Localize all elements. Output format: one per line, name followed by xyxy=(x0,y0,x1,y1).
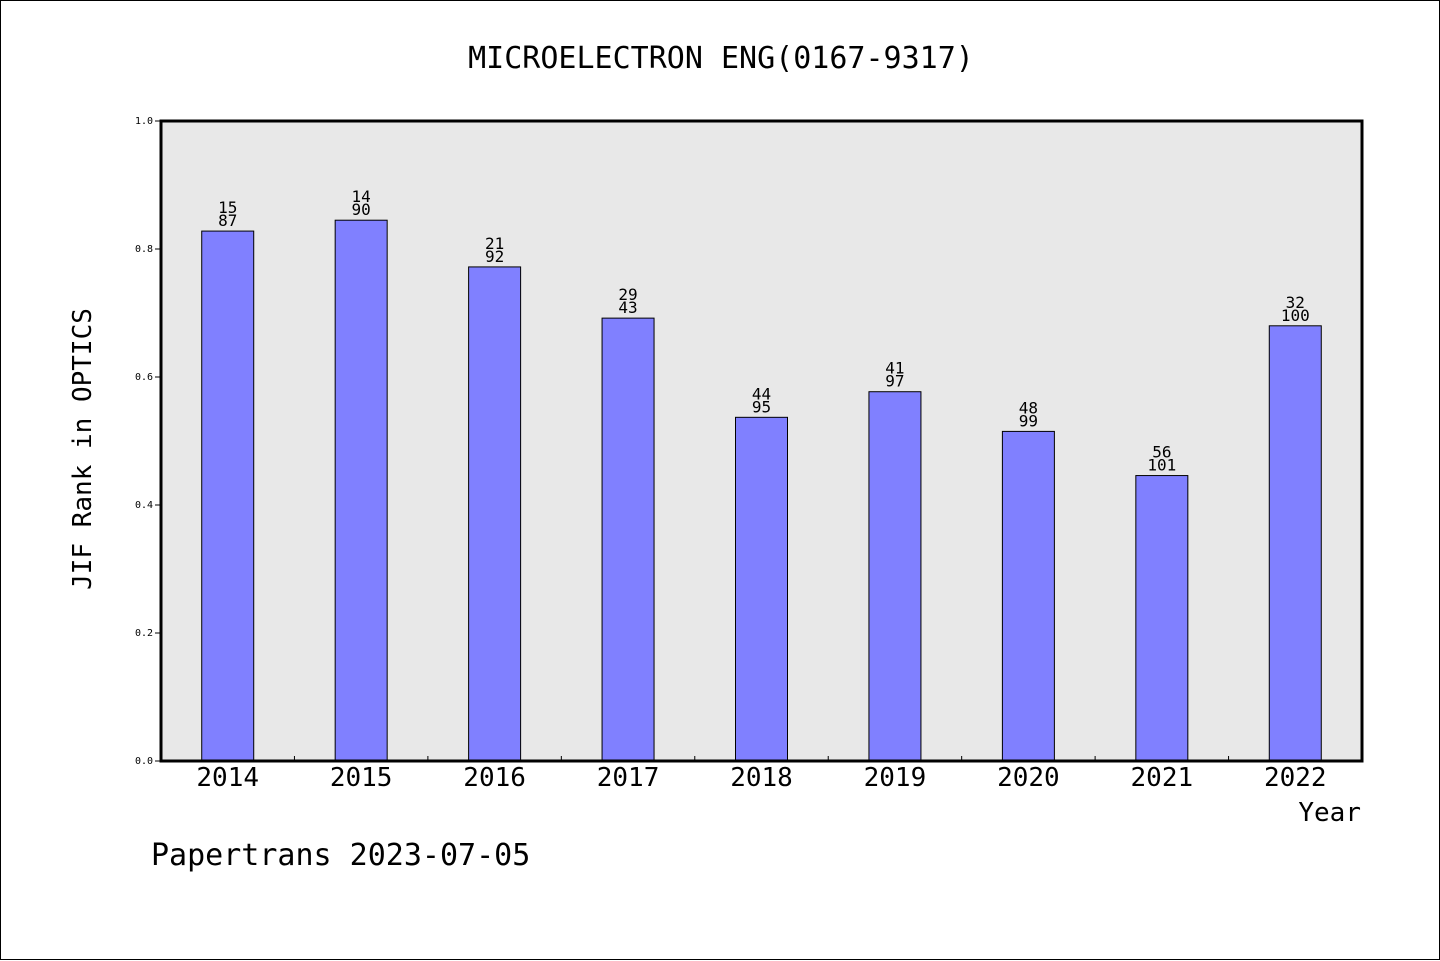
y-axis-ticks: 0.0 0.2 0.4 0.6 0.8 1.0 xyxy=(135,116,161,767)
bar-2020 xyxy=(1001,430,1055,762)
x-tick-label: 2020 xyxy=(997,763,1060,793)
bar-2021 xyxy=(1135,475,1189,762)
bar-total-label: 90 xyxy=(352,200,371,219)
y-tick-label: 1.0 xyxy=(135,116,153,127)
chart-title: MICROELECTRON ENG(0167-9317) xyxy=(468,41,974,76)
y-tick-label: 0.4 xyxy=(135,500,153,511)
bar-rank-label: 44 xyxy=(752,384,771,403)
y-axis-title: JIF Rank in OPTICS xyxy=(68,308,98,590)
bar-2015 xyxy=(334,219,388,762)
x-tick-label: 2018 xyxy=(730,763,793,793)
x-tick-label: 2016 xyxy=(463,763,526,793)
bar-2016 xyxy=(468,266,522,762)
bar-total-label: 97 xyxy=(885,372,904,391)
bar-rank-label: 15 xyxy=(218,198,237,217)
plot-border xyxy=(159,119,1364,763)
x-tick-label: 2014 xyxy=(196,763,259,793)
bar-2017 xyxy=(601,317,655,762)
y-tick-label: 0.0 xyxy=(135,756,153,767)
bar-rank-label: 32 xyxy=(1286,293,1305,312)
x-tick-label: 2022 xyxy=(1264,763,1327,793)
y-tick-label: 0.6 xyxy=(135,372,153,383)
bar-total-label: 87 xyxy=(218,211,237,230)
footer-credit: Papertrans 2023-07-05 xyxy=(151,838,530,873)
x-axis-title: Year xyxy=(1298,798,1361,828)
bars xyxy=(201,219,1322,762)
x-tick-label: 2015 xyxy=(330,763,393,793)
bar-2022 xyxy=(1268,325,1322,762)
x-tick-label: 2017 xyxy=(597,763,660,793)
y-tick-label: 0.8 xyxy=(135,244,153,255)
bar-total-label: 100 xyxy=(1281,306,1310,325)
bar-total-label: 95 xyxy=(752,397,771,416)
bar-2019 xyxy=(868,391,922,762)
bar-rank-label: 56 xyxy=(1152,443,1171,462)
bar-rank-label: 29 xyxy=(618,285,637,304)
bar-total-label: 92 xyxy=(485,247,504,266)
bar-rank-label: 41 xyxy=(885,359,904,378)
bar-total-label: 43 xyxy=(618,298,637,317)
bar-total-label: 101 xyxy=(1147,456,1176,475)
bar-2018 xyxy=(735,416,788,762)
bar-rank-label: 14 xyxy=(352,187,371,206)
bar-rank-label: 48 xyxy=(1019,398,1038,417)
x-axis-ticks: 2014 2015 2016 2017 2018 2019 2020 2021 2022 xyxy=(196,756,1327,793)
y-tick-label: 0.2 xyxy=(135,628,153,639)
bar-total-label: 99 xyxy=(1019,411,1038,430)
bar-2014 xyxy=(201,230,255,762)
bar-rank-label: 21 xyxy=(485,234,504,253)
x-tick-label: 2019 xyxy=(864,763,927,793)
x-tick-label: 2021 xyxy=(1131,763,1194,793)
